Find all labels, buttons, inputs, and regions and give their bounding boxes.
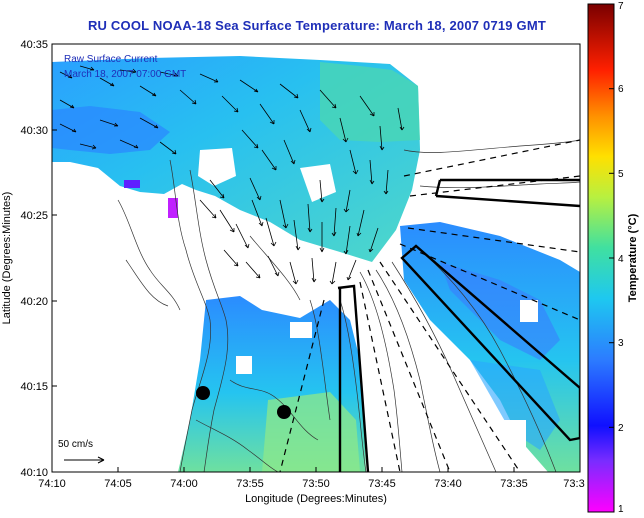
y-tick-label: 40:25 — [20, 210, 48, 222]
map-title: RU COOL NOAA-18 Sea Surface Temperature:… — [87, 18, 547, 33]
y-tick-label: 40:15 — [20, 381, 48, 393]
colorbar-tick: 1 — [618, 504, 624, 515]
y-tick-label: 40:20 — [20, 296, 48, 308]
colorbar-ticks — [609, 3, 614, 513]
x-tick-label: 73:50 — [302, 478, 330, 490]
station-dot — [277, 405, 291, 419]
current-vectors — [59, 65, 405, 285]
y-tick-label: 40:30 — [20, 125, 48, 137]
inset-timestamp: March 18, 2007 07:00 GMT — [64, 69, 186, 80]
x-tick-label: 73:3 — [563, 478, 584, 490]
transect-boxes — [337, 178, 580, 472]
x-tick-label: 74:10 — [38, 478, 66, 490]
y-axis-ticks — [52, 43, 57, 473]
x-tick-label: 73:40 — [434, 478, 462, 490]
station-dot — [196, 386, 210, 400]
scale-label: 50 cm/s — [58, 439, 93, 450]
x-axis-label: Longitude (Degrees:Minutes) — [245, 493, 387, 505]
colorbar-tick-labels: 7 6 5 4 3 2 1 — [618, 1, 624, 515]
y-axis-label: Latitude (Degrees:Minutes) — [1, 192, 13, 325]
x-tick-label: 73:35 — [500, 478, 528, 490]
colorbar-tick: 5 — [618, 169, 624, 180]
colorbar-tick: 6 — [618, 84, 624, 95]
colorbar-tick: 2 — [618, 423, 624, 434]
dashed-sector-lines — [279, 139, 580, 472]
x-tick-label: 74:00 — [170, 478, 198, 490]
y-tick-label: 40:35 — [20, 39, 48, 51]
inset-title: Raw Surface Current — [64, 54, 158, 65]
bathymetry-contours — [117, 139, 580, 472]
y-tick-label: 40:10 — [20, 467, 48, 479]
x-tick-label: 73:55 — [236, 478, 264, 490]
colorbar-label: Temperature (°C) — [627, 213, 639, 302]
x-tick-label: 73:45 — [368, 478, 396, 490]
colorbar-tick: 7 — [618, 1, 624, 12]
colorbar-tick: 3 — [618, 338, 624, 349]
scale-arrow — [64, 456, 105, 464]
x-axis-ticks — [51, 467, 581, 472]
colorbar-tick: 4 — [618, 254, 624, 265]
x-tick-label: 74:05 — [104, 478, 132, 490]
